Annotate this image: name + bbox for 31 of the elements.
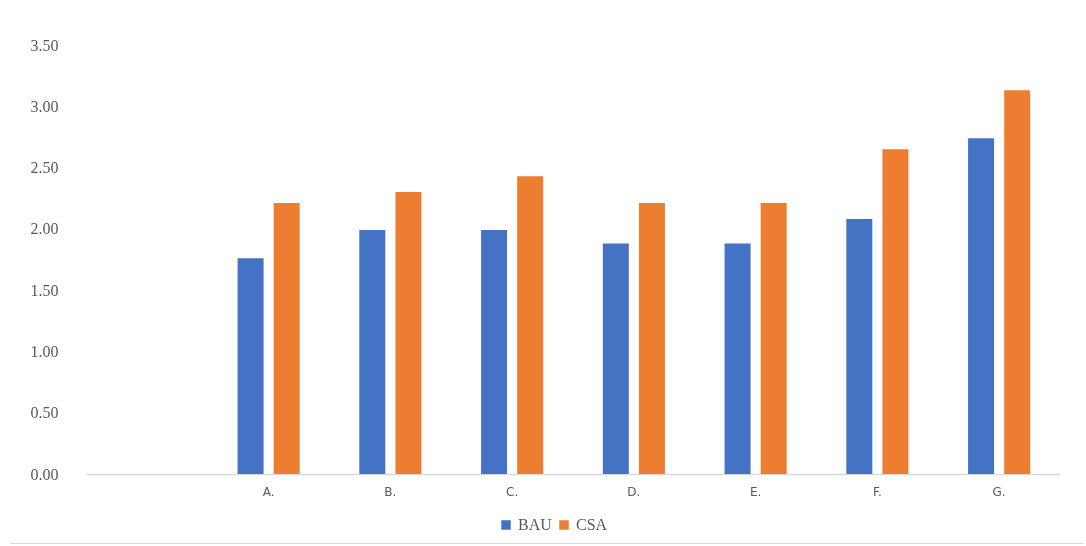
bar: [724, 243, 751, 474]
y-tick-label: 3.50: [30, 36, 59, 54]
x-tick-label: G.: [992, 484, 1006, 499]
y-tick-label: 0.00: [30, 465, 59, 483]
y-tick-label: 2.50: [30, 159, 59, 177]
x-tick-label: E.: [749, 484, 762, 499]
x-tick-label: C.: [506, 484, 519, 499]
bar: [273, 203, 300, 474]
x-tick-label: A.: [262, 484, 275, 499]
x-tick-label: F.: [872, 484, 882, 499]
bar: [395, 192, 422, 474]
bar: [760, 203, 787, 474]
y-tick-label: 1.00: [30, 342, 59, 360]
bar: [968, 138, 995, 474]
bar: [359, 230, 386, 474]
bar: [882, 149, 909, 474]
y-tick-label: 1.50: [30, 281, 59, 299]
legend-label: BAU: [518, 516, 553, 533]
bar: [638, 203, 665, 474]
x-tick-label: D.: [627, 484, 641, 499]
x-tick-label: B.: [384, 484, 397, 499]
legend-label: CSA: [576, 516, 608, 533]
y-tick-label: 2.00: [30, 220, 59, 238]
y-tick-label: 0.50: [30, 404, 59, 422]
bar: [237, 258, 264, 474]
bar: [602, 243, 629, 474]
y-tick-label: 3.00: [30, 97, 59, 115]
bar: [1004, 90, 1031, 474]
bar: [517, 176, 544, 474]
bar: [481, 230, 508, 474]
bar: [846, 219, 873, 474]
